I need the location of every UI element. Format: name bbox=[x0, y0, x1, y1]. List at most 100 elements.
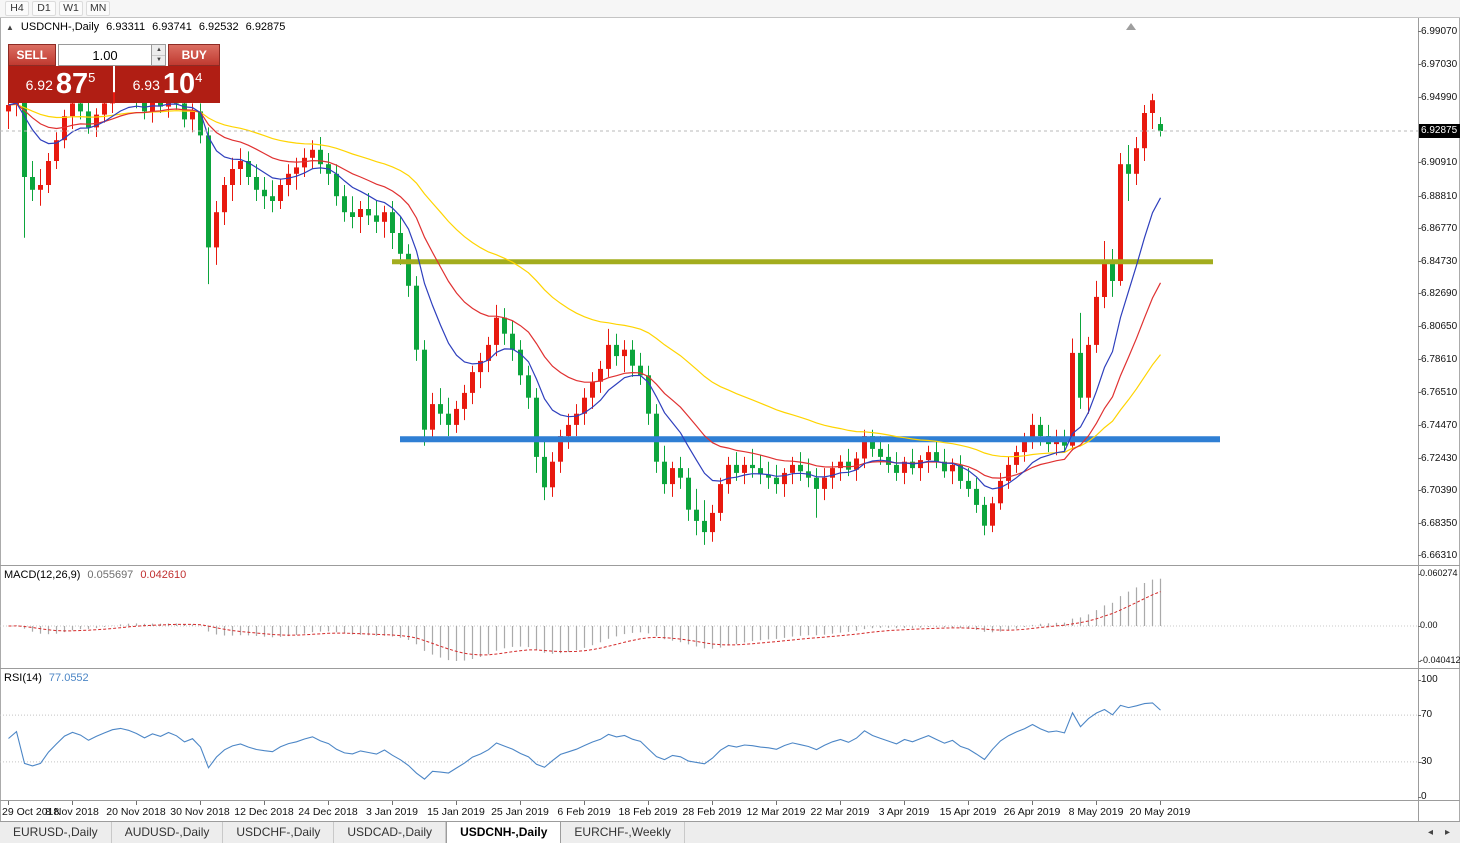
sell-price-prefix: 6.92 bbox=[25, 76, 53, 93]
indicator-scale-tick bbox=[1418, 660, 1421, 662]
ohlc-high: 6.93741 bbox=[152, 21, 192, 33]
price-scale-label: 6.82690 bbox=[1421, 288, 1458, 300]
rsi-scale-0: 0 bbox=[1421, 791, 1427, 802]
rsi-scale-100: 100 bbox=[1421, 674, 1438, 685]
chart-tab[interactable]: EURCHF-,Weekly bbox=[561, 822, 685, 843]
time-scale-tick bbox=[1096, 801, 1097, 805]
macd-histogram-layer bbox=[15, 578, 1162, 661]
macd-signal-value: 0.042610 bbox=[140, 569, 187, 581]
time-scale-label: 26 Apr 2019 bbox=[1003, 806, 1061, 818]
sell-price-display[interactable]: 6.92 87 5 bbox=[8, 66, 113, 103]
time-scale-tick bbox=[904, 801, 905, 805]
symbol-timeframe-label: USDCNH-,Daily bbox=[20, 21, 100, 33]
time-scale-label: 3 Jan 2019 bbox=[366, 806, 418, 818]
time-scale-label: 15 Apr 2019 bbox=[939, 806, 997, 818]
price-scale-label: 6.78610 bbox=[1421, 353, 1458, 365]
time-scale-tick bbox=[840, 801, 841, 805]
timeframe-button-w1[interactable]: W1 bbox=[59, 1, 83, 16]
time-scale-label: 8 May 2019 bbox=[1068, 806, 1124, 818]
time-scale-label: 30 Nov 2018 bbox=[170, 806, 230, 818]
rsi-scale-30: 30 bbox=[1421, 756, 1433, 767]
one-click-collapse-icon[interactable]: ▲ bbox=[6, 22, 14, 32]
price-scale-tick bbox=[1418, 392, 1421, 394]
time-scale-tick bbox=[520, 801, 521, 805]
price-scale-tick bbox=[1418, 228, 1421, 230]
tabs-scroll-left-button[interactable]: ◂ bbox=[1427, 827, 1433, 838]
chart-tab[interactable]: USDCHF-,Daily bbox=[223, 822, 335, 843]
timeframe-button-mn[interactable]: MN bbox=[86, 1, 111, 16]
time-scale-label: 12 Dec 2018 bbox=[234, 806, 294, 818]
time-scale-label: 29 Oct 2018 bbox=[2, 806, 60, 818]
indicator-scale-tick bbox=[1418, 796, 1421, 798]
buy-price-display[interactable]: 6.93 10 4 bbox=[115, 66, 220, 103]
time-scale-tick bbox=[584, 801, 585, 805]
timeframe-button-h4[interactable]: H4 bbox=[5, 1, 29, 16]
chart-tabs-bar: EURUSD-,Daily AUDUSD-,Daily USDCHF-,Daily U… bbox=[0, 821, 1460, 843]
timeframe-button-d1[interactable]: D1 bbox=[32, 1, 56, 16]
price-scale-label: 6.94990 bbox=[1421, 91, 1458, 103]
ohlc-open: 6.93311 bbox=[106, 21, 146, 33]
moving-averages-layer bbox=[8, 102, 1162, 490]
chart-tab[interactable]: USDCNH-,Daily bbox=[446, 822, 562, 843]
price-scale-label: 6.76510 bbox=[1421, 387, 1458, 399]
rsi-value: 77.0552 bbox=[48, 672, 89, 684]
indicator-scale-tick bbox=[1418, 714, 1421, 716]
price-scale-tick bbox=[1418, 260, 1421, 262]
price-scale-label: 6.88810 bbox=[1421, 190, 1458, 202]
time-scale-label: 20 Nov 2018 bbox=[106, 806, 166, 818]
trendlines-layer bbox=[392, 259, 1220, 443]
time-scale-label: 20 May 2019 bbox=[1129, 806, 1191, 818]
price-scale-tick bbox=[1418, 522, 1421, 524]
price-scale-tick bbox=[1418, 424, 1421, 426]
tabs-scroll-right-button[interactable]: ▸ bbox=[1444, 827, 1450, 838]
volume-value[interactable]: 1.00 bbox=[92, 47, 118, 63]
sell-button[interactable]: SELL bbox=[8, 44, 56, 66]
price-scale-tick bbox=[1418, 195, 1421, 197]
time-scale-label: 6 Feb 2019 bbox=[557, 806, 611, 818]
tabs-scroll-controls: ◂ ▸ bbox=[1418, 822, 1460, 843]
time-scale-tick bbox=[776, 801, 777, 805]
candles-layer bbox=[6, 79, 1163, 545]
buy-price-pipette: 4 bbox=[195, 70, 203, 85]
price-scale-tick bbox=[1418, 358, 1421, 360]
time-scale-label: 15 Jan 2019 bbox=[427, 806, 485, 818]
price-scale-label: 6.72430 bbox=[1421, 452, 1458, 464]
chart-tab[interactable]: USDCAD-,Daily bbox=[334, 822, 447, 843]
macd-scale-min: -0.040412 bbox=[1420, 655, 1460, 665]
time-scale-label: 24 Dec 2018 bbox=[298, 806, 358, 818]
buy-button[interactable]: BUY bbox=[168, 44, 220, 66]
price-scale-label: 6.99070 bbox=[1421, 26, 1458, 38]
chart-title-bar: ▲ USDCNH-,Daily 6.93311 6.93741 6.92532 … bbox=[6, 21, 285, 33]
time-scale-tick bbox=[200, 801, 201, 805]
buy-price-prefix: 6.93 bbox=[132, 76, 160, 93]
time-scale-tick bbox=[72, 801, 73, 805]
time-scale-tick bbox=[392, 801, 393, 805]
rsi-line bbox=[8, 702, 1161, 780]
price-scale-label: 6.70390 bbox=[1421, 485, 1458, 497]
macd-main-value: 0.055697 bbox=[87, 569, 134, 581]
price-scale-label: 6.97030 bbox=[1421, 59, 1458, 70]
price-scale-tick bbox=[1418, 326, 1421, 327]
time-scale-label: 8 Nov 2018 bbox=[45, 806, 99, 818]
time-scale-tick bbox=[8, 801, 9, 805]
price-scale-tick bbox=[1418, 31, 1421, 33]
time-scale-tick bbox=[712, 801, 713, 805]
volume-stepper: ▲ ▼ bbox=[151, 45, 166, 65]
indicator-scale-tick bbox=[1418, 625, 1421, 627]
time-scale-tick bbox=[456, 801, 457, 805]
time-scale-tick bbox=[136, 801, 137, 805]
time-scale-label: 12 Mar 2019 bbox=[746, 806, 806, 818]
volume-input[interactable]: 1.00 ▲ ▼ bbox=[57, 44, 167, 66]
chart-tab[interactable]: EURUSD-,Daily bbox=[0, 822, 112, 843]
ohlc-low: 6.92532 bbox=[198, 21, 239, 33]
volume-increase-button[interactable]: ▲ bbox=[152, 45, 166, 56]
price-scale-tick bbox=[1418, 96, 1421, 98]
chart-tab[interactable]: AUDUSD-,Daily bbox=[112, 822, 224, 843]
chart-tabs-strip: EURUSD-,Daily AUDUSD-,Daily USDCHF-,Daily U… bbox=[0, 822, 685, 843]
time-scale-label: 22 Mar 2019 bbox=[810, 806, 870, 818]
price-scale-label: 6.84730 bbox=[1421, 255, 1458, 267]
volume-decrease-button[interactable]: ▼ bbox=[152, 55, 166, 65]
